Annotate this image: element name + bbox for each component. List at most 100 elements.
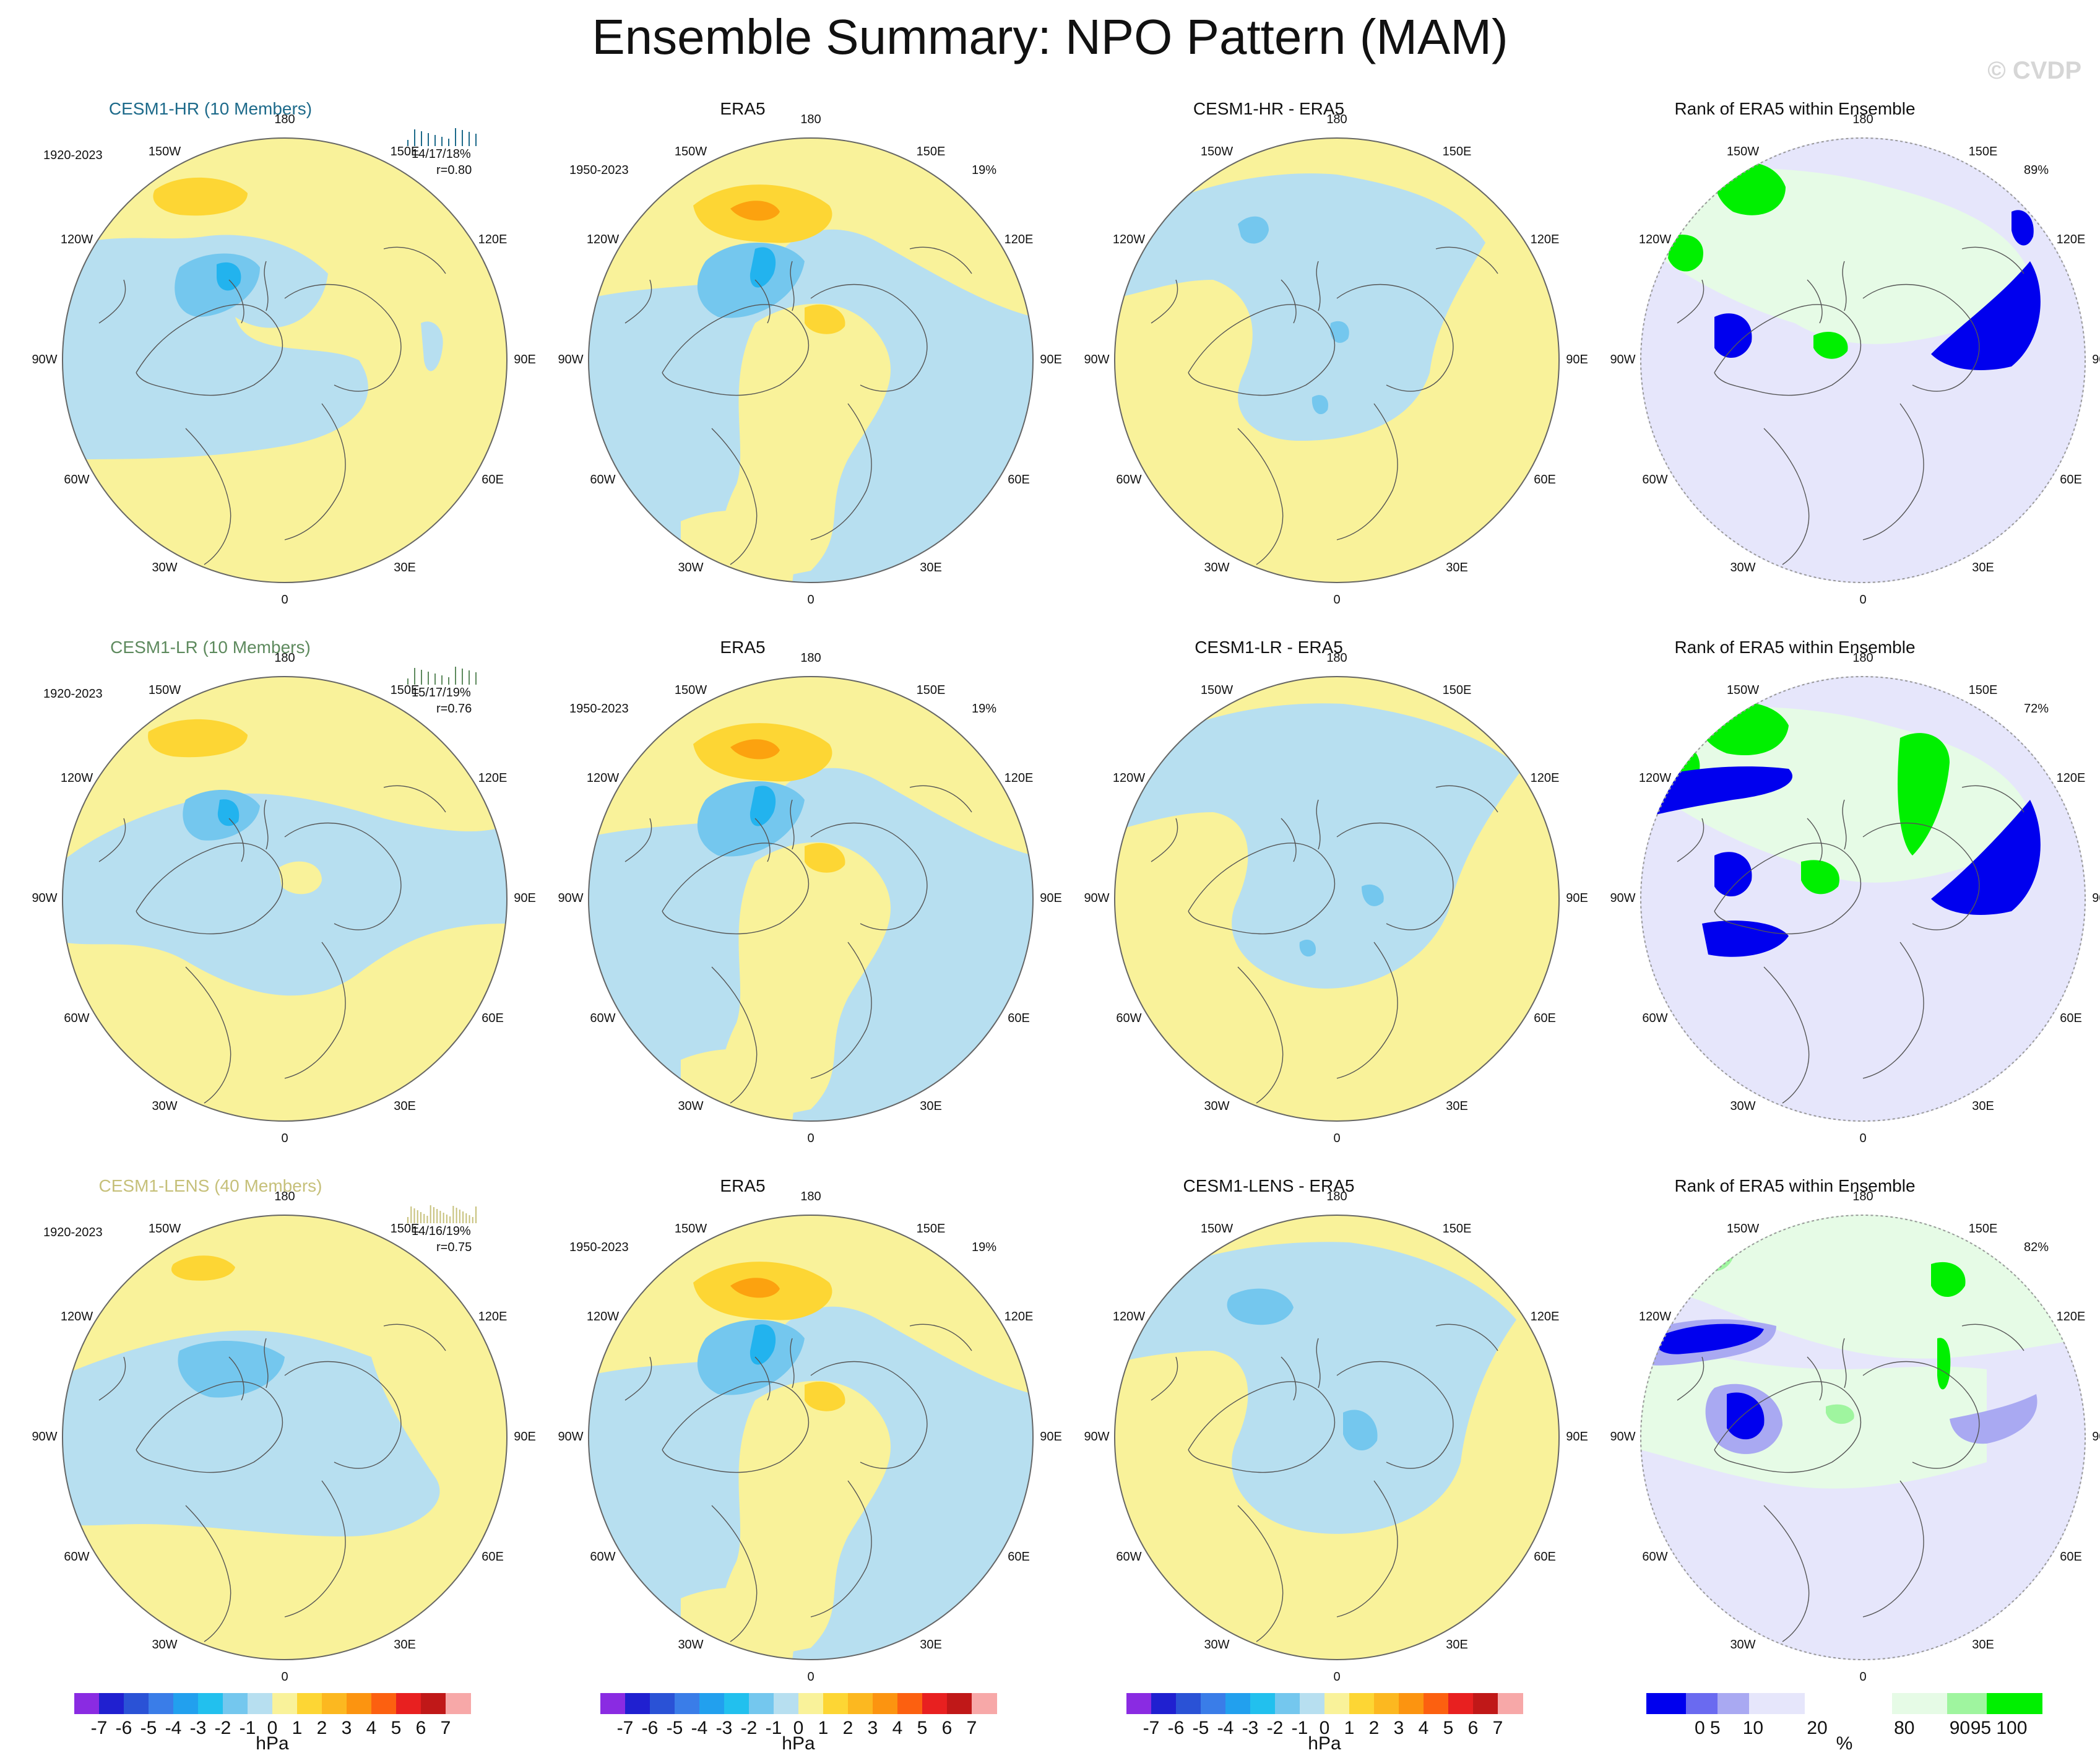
obs-panel: ERA5 180 150E 120E 90E 60E 30E 0 30W 60W 90W 120W 15… [551,1176,1061,1715]
longitude-label: 30W [1730,1099,1756,1114]
colorbar-swatch [947,1693,972,1714]
model-panel: CESM1-LR (10 Members) 180 150E 120E 90E 60E 30… [25,638,535,1176]
coastline [624,1323,972,1401]
coastline [1677,785,2024,862]
longitude-label: 30W [152,1638,178,1652]
coastline [754,261,795,324]
map-border [588,676,1034,1122]
colorbar-swatch [297,1693,322,1714]
contour-region [1898,733,1950,856]
colorbar-swatch [74,1693,100,1714]
contour-region [421,321,443,371]
longitude-label: 90E [514,353,536,366]
contour-region [1727,1392,1765,1440]
longitude-label: 90W [32,1430,58,1444]
longitude-label: 150W [1726,1221,1760,1236]
colorbar-swatch [1201,1693,1226,1714]
map-border [62,676,508,1122]
longitude-label: 180 [800,1190,821,1203]
contour-region [805,1381,845,1411]
map-fill [1640,676,2086,1122]
coastline [1807,799,1847,862]
pattern-correlation: r=0.75 [436,1241,472,1254]
coastline [1714,843,1862,935]
coastline [1151,785,1498,862]
longitude-label: 150E [1968,683,1998,697]
map-fill [62,676,508,1122]
coastline [1151,1323,1498,1401]
colorbar-swatch [446,1693,471,1714]
contour-region [1801,860,1839,894]
longitude-label: 60W [590,1011,616,1025]
obs-panel: ERA5 180 150E 120E 90E 60E 30E 0 30W 60W 90W 120W 15… [551,638,1061,1176]
longitude-label: 90W [1610,891,1636,905]
longitude-label: 60W [1116,1550,1142,1564]
longitude-label: 120E [1004,771,1034,785]
longitude-label: 180 [1326,1190,1347,1203]
contour-region [1343,1410,1378,1451]
year-range: 1950-2023 [569,163,629,177]
cvdp-watermark: © CVDP [1987,57,2081,84]
colorbar-swatch [1424,1693,1449,1714]
longitude-label: 180 [274,651,295,665]
longitude-label: 0 [1859,1670,1867,1684]
longitude-label: 120E [2056,771,2086,785]
longitude-label: 150E [1968,1221,1998,1236]
map-border [1114,676,1560,1122]
contour-region [805,304,845,334]
contour-region [62,1330,440,1536]
rank-percentage: 72% [2024,702,2049,716]
longitude-label: 120E [1530,1310,1560,1323]
colorbar-tick-label: 2 [316,1718,327,1738]
colorbar-tick-label: 10 [1742,1718,1764,1738]
contour-region [1238,216,1269,244]
map-border [1114,1215,1560,1660]
polar-map [62,137,508,583]
longitude-label: 150E [390,144,420,158]
pattern-correlation: r=0.76 [436,702,472,716]
polar-map [62,1215,508,1660]
rank-percentage: 82% [2024,1241,2049,1254]
longitude-label: 150W [1200,1221,1234,1236]
colorbar-tick-label: 4 [892,1718,903,1738]
longitude-label: 120E [478,1310,508,1323]
map-fill [1114,1215,1560,1660]
colorbar-tick-label: -2 [740,1718,758,1738]
contour-region [217,799,240,826]
colorbar-swatch [371,1693,397,1714]
colorbar-swatch [99,1693,124,1714]
colorbar-tick-label: 1 [818,1718,829,1738]
contour-region [217,262,241,291]
coastline [1862,822,1980,930]
longitude-label: 150E [916,683,946,697]
rank-panel: Rank of ERA5 within Ensemble 180 150E 120E 9… [1603,638,2100,1176]
colorbar-swatch [1805,1693,1893,1714]
coastline [185,1505,231,1642]
colorbar-tick-label: -4 [165,1718,182,1738]
panel-title: ERA5 [720,99,766,118]
year-range: 1920-2023 [43,1226,103,1239]
longitude-label: 150E [1968,144,1998,158]
map-fill [62,1215,508,1660]
longitude-label: 30E [1972,1099,1994,1114]
coastline [98,785,446,862]
contour-region [1114,173,1485,441]
contour-region [153,177,248,216]
colorbar-swatch [322,1693,347,1714]
longitude-label: 120E [2056,233,2086,246]
longitude-label: 60E [1008,1011,1030,1025]
longitude-label: 30E [394,561,416,575]
colorbar-swatch [1275,1693,1300,1714]
colorbar-swatch [1399,1693,1424,1714]
coastline [1188,1381,1336,1473]
longitude-label: 60E [482,1550,504,1564]
coastline [711,966,758,1104]
colorbar-swatch [1448,1693,1474,1714]
coastline [1336,822,1454,930]
longitude-label: 120E [478,233,508,246]
colorbar-swatch [1126,1693,1152,1714]
contour-region [1227,1288,1294,1325]
colorbar-swatch [724,1693,750,1714]
longitude-label: 60E [2060,1550,2082,1564]
colorbar-swatch [848,1693,873,1714]
